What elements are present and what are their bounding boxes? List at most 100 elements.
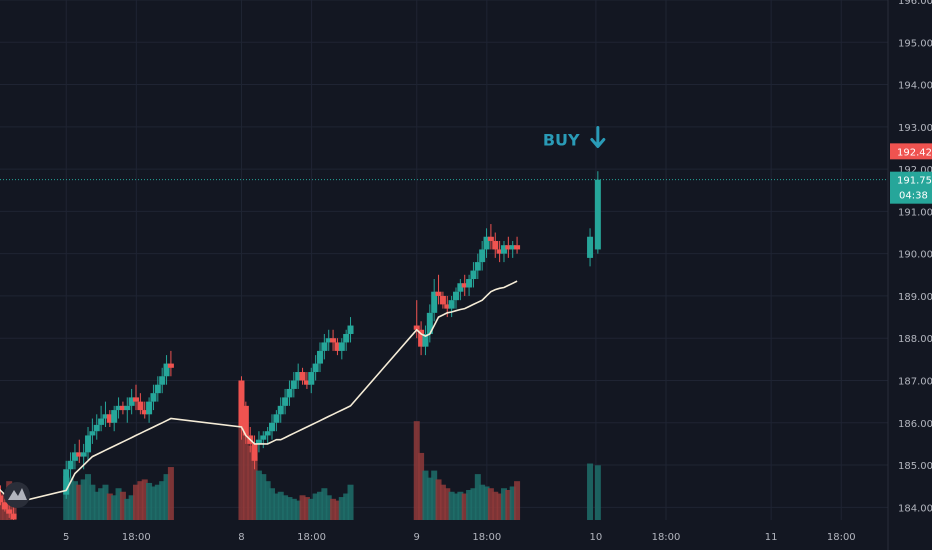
volume-bar: [260, 474, 267, 520]
candle-body: [457, 283, 464, 292]
volume-bar: [242, 431, 249, 520]
price-tick-label: 195.00: [898, 38, 932, 49]
candle-body: [461, 283, 468, 288]
mountain-logo-icon: [8, 488, 27, 500]
volume-bar: [106, 493, 113, 520]
candle-body: [422, 333, 429, 347]
time-tick-label: 18:00: [472, 532, 501, 543]
candle-body: [452, 291, 459, 301]
candle-body: [325, 338, 332, 343]
candle-body: [299, 372, 306, 381]
volume-bar: [124, 498, 131, 520]
candle-body: [10, 513, 17, 520]
candle-body: [163, 363, 170, 377]
volume-bar: [102, 484, 109, 520]
volume-bar: [80, 479, 87, 520]
time-tick-label: 10: [590, 532, 603, 543]
candle-body: [128, 397, 135, 406]
candle-body: [260, 435, 267, 440]
price-tick-label: 188.00: [898, 334, 932, 345]
candle-body: [93, 424, 100, 432]
volume-bar: [119, 491, 126, 520]
candle-body: [418, 329, 425, 347]
candle-body: [251, 443, 258, 461]
candle-body: [308, 372, 315, 385]
price-tick-label: 189.00: [898, 292, 932, 303]
candle-body: [146, 401, 153, 415]
volume-bar: [167, 467, 174, 520]
volume-bar: [273, 493, 280, 520]
volume-bar: [330, 498, 337, 520]
candle-body: [106, 414, 113, 423]
volume-bar: [251, 456, 258, 520]
candle-body: [316, 350, 323, 364]
volume-bar: [255, 470, 262, 520]
volume-bar: [159, 481, 166, 520]
candle-body: [141, 410, 148, 415]
volume-bar: [150, 486, 157, 520]
volume-bar: [426, 477, 433, 520]
candle-body: [505, 245, 512, 250]
volume-bar: [98, 488, 105, 520]
candle-body: [167, 363, 174, 368]
volume-bar: [338, 497, 345, 520]
candle-body: [448, 300, 455, 309]
candle-body: [85, 435, 92, 453]
volume-bar: [0, 493, 4, 520]
price-tick-label: 193.00: [898, 123, 932, 134]
time-tick-label: 18:00: [652, 532, 681, 543]
time-tick-label: 18:00: [297, 532, 326, 543]
candle-body: [470, 270, 477, 280]
volume-bar: [431, 470, 438, 520]
volume-bar: [312, 493, 319, 520]
candle-body: [286, 388, 293, 398]
volume-bar: [163, 474, 170, 520]
volume-bar: [308, 498, 315, 520]
candle-body: [119, 405, 126, 411]
candles: [0, 171, 601, 520]
candle-body: [242, 405, 249, 436]
price-tick-label: 191.00: [898, 207, 932, 218]
countdown-label: 04:38: [899, 191, 928, 202]
volume-bar: [461, 493, 468, 520]
candle-body: [466, 279, 473, 288]
volume-bar: [457, 491, 464, 520]
volume-bar: [439, 484, 446, 520]
target-price-label: 192.42: [897, 147, 932, 158]
volume-bar: [466, 490, 473, 520]
candle-body: [500, 245, 507, 254]
volume-bar: [154, 484, 161, 520]
volume-bar: [128, 495, 135, 520]
price-tick-label: 184.00: [898, 503, 932, 514]
volume-bar: [295, 500, 302, 520]
volume-bar: [85, 474, 92, 520]
candle-body: [492, 240, 499, 250]
price-axis[interactable]: 184.00 185.00 186.00 187.00 188.00 189.00 190.…: [887, 0, 932, 550]
down-arrow-icon: [590, 126, 606, 149]
volume-bar: [137, 481, 144, 520]
volume-bar: [444, 488, 451, 520]
candle-body: [444, 304, 451, 309]
volume-bar: [334, 500, 341, 520]
candle-body: [474, 262, 481, 271]
volume-bar: [422, 470, 429, 520]
last-price-badge: [890, 171, 932, 204]
candle-body: [137, 401, 144, 411]
candle-body: [295, 372, 302, 381]
volume-bar: [277, 491, 284, 520]
volume-bar: [514, 481, 521, 520]
candle-body: [273, 414, 280, 423]
volume-bar: [303, 497, 310, 520]
volume-bar: [316, 491, 323, 520]
time-tick-label: 8: [238, 532, 244, 543]
candle-body: [269, 422, 276, 432]
volume-bar: [146, 482, 153, 520]
candle-body: [159, 376, 166, 385]
volume-bar: [470, 488, 477, 520]
candle-body: [347, 325, 354, 334]
candle-body: [479, 249, 486, 263]
time-axis[interactable]: 5 18:00 8 18:00 9 18:00 10 18:00 11 18:00: [63, 532, 856, 543]
volume-bar: [264, 481, 271, 520]
price-tick-label: 187.00: [898, 376, 932, 387]
candle-body: [76, 452, 83, 457]
